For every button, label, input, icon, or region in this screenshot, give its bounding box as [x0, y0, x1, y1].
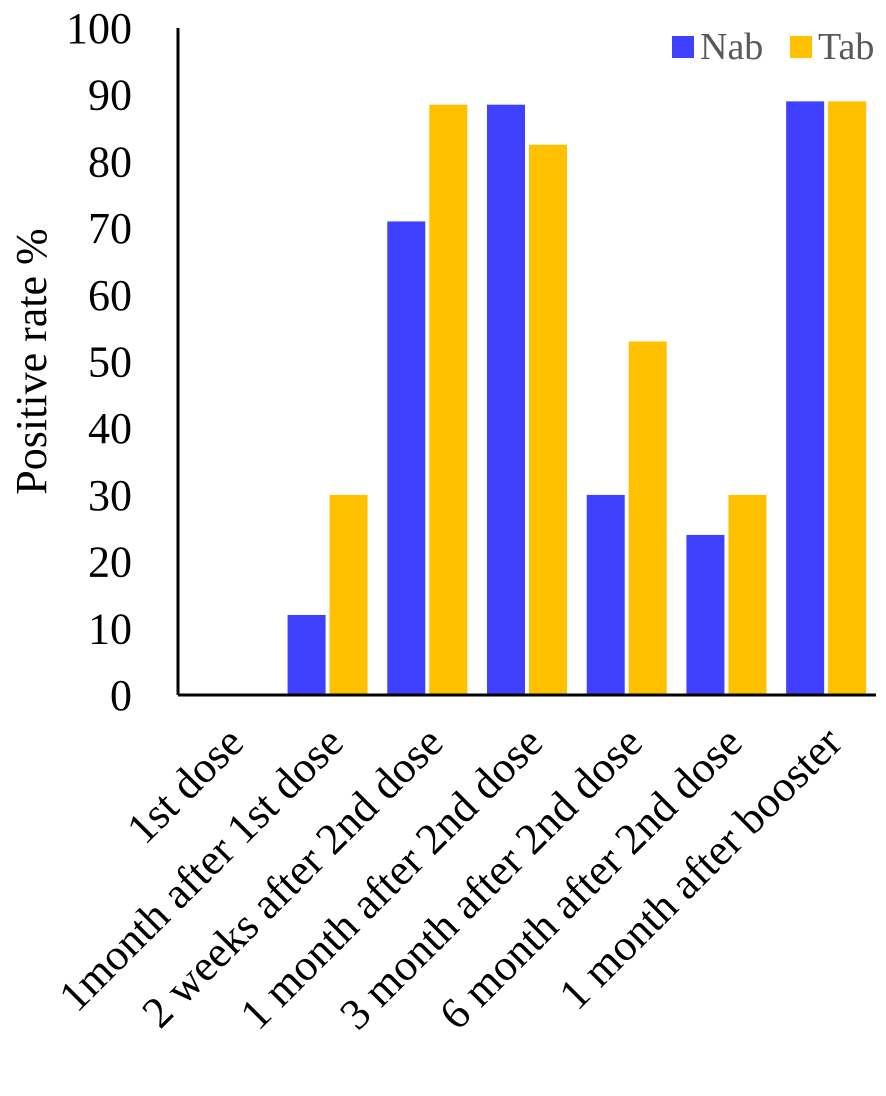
y-tick-label: 70 [88, 204, 132, 253]
y-tick-label: 30 [88, 471, 132, 520]
bar-tab [628, 341, 667, 695]
y-tick-labels: 0 10 20 30 40 50 60 70 80 90 100 [66, 4, 132, 720]
bar-nab [586, 494, 625, 695]
y-tick-label: 10 [88, 604, 132, 653]
y-tick-label: 0 [110, 671, 132, 720]
y-tick-label: 60 [88, 271, 132, 320]
bar-tab [329, 494, 368, 695]
bar-nab [686, 534, 725, 695]
legend-swatch-tab [790, 36, 812, 58]
y-axis-title: Positive rate % [7, 228, 56, 494]
bar-tab [728, 494, 767, 695]
bar-nab [786, 101, 825, 696]
y-tick-label: 80 [88, 137, 132, 186]
y-tick-label: 100 [66, 4, 132, 53]
bar-nab [287, 614, 326, 695]
y-tick-label: 40 [88, 404, 132, 453]
legend-label-nab: Nab [700, 26, 763, 68]
bar-nab [487, 104, 525, 695]
legend-label-tab: Tab [818, 26, 874, 68]
y-tick-label: 20 [88, 538, 132, 587]
legend-swatch-nab [672, 36, 694, 58]
bar-tab [828, 101, 867, 696]
bar-tab [529, 144, 567, 696]
bar-tab [429, 104, 468, 695]
bars-group [287, 101, 867, 696]
y-tick-label: 90 [88, 71, 132, 120]
legend: Nab Tab [672, 26, 874, 68]
bar-nab [387, 221, 426, 695]
y-tick-label: 50 [88, 338, 132, 387]
